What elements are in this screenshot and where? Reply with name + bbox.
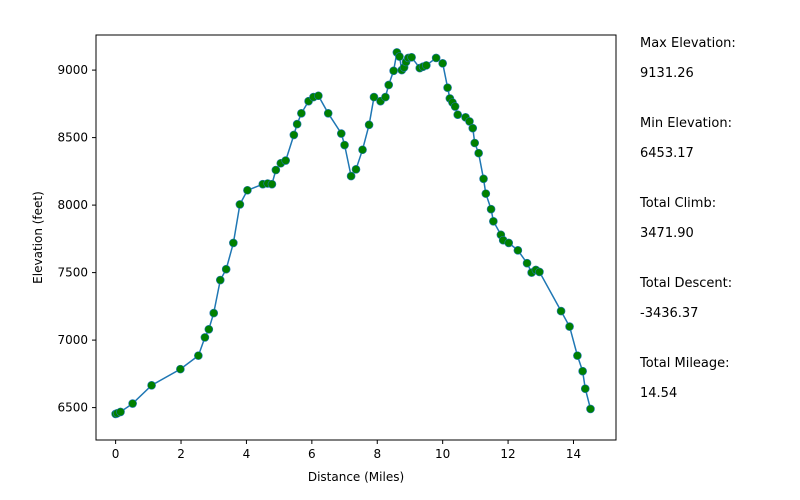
data-point bbox=[267, 179, 277, 189]
y-tick-label: 8500 bbox=[57, 131, 88, 145]
x-tick-label: 14 bbox=[566, 447, 581, 461]
y-tick-label: 6500 bbox=[57, 401, 88, 415]
data-point bbox=[221, 264, 231, 274]
data-point bbox=[176, 364, 185, 374]
stat-label: Total Climb: bbox=[640, 196, 717, 211]
data-point bbox=[281, 156, 290, 165]
data-point bbox=[556, 306, 566, 316]
data-point bbox=[128, 399, 137, 408]
data-point bbox=[453, 110, 463, 119]
data-point bbox=[336, 129, 346, 138]
data-point bbox=[346, 171, 356, 181]
data-point bbox=[340, 140, 349, 150]
x-axis: 0 2 4 6 8 10 12 14 bbox=[112, 440, 581, 461]
stat-value: 9131.26 bbox=[640, 66, 694, 81]
data-point bbox=[384, 80, 394, 90]
data-point bbox=[522, 258, 532, 268]
x-tick-label: 0 bbox=[112, 447, 120, 461]
data-point bbox=[351, 165, 361, 174]
x-tick-label: 4 bbox=[243, 447, 251, 461]
data-point bbox=[200, 333, 210, 342]
data-point bbox=[443, 83, 452, 92]
x-tick-label: 10 bbox=[435, 447, 450, 461]
data-point bbox=[504, 238, 514, 248]
data-point bbox=[381, 92, 390, 102]
data-point bbox=[479, 174, 488, 184]
data-point bbox=[565, 322, 574, 331]
stat-value: 14.54 bbox=[640, 386, 678, 401]
stat-value: 3471.90 bbox=[640, 226, 694, 241]
data-point bbox=[486, 204, 496, 214]
data-point bbox=[431, 53, 441, 63]
data-point bbox=[470, 138, 480, 148]
data-point bbox=[450, 102, 460, 111]
x-tick-label: 8 bbox=[373, 447, 381, 461]
data-point bbox=[289, 130, 299, 140]
stat-value: -3436.37 bbox=[640, 306, 699, 321]
data-point bbox=[323, 109, 333, 118]
data-point bbox=[364, 120, 374, 130]
data-point bbox=[535, 267, 544, 277]
stat-min-elevation: Min Elevation: 6453.17 bbox=[640, 116, 790, 196]
data-point bbox=[209, 308, 219, 318]
y-axis-label: Elevation (feet) bbox=[31, 191, 45, 284]
data-point bbox=[194, 351, 203, 360]
stat-label: Total Descent: bbox=[640, 276, 733, 291]
stat-label: Total Mileage: bbox=[640, 356, 730, 371]
y-tick-label: 7500 bbox=[57, 266, 88, 280]
data-point bbox=[586, 404, 595, 414]
elevation-markers bbox=[111, 48, 595, 419]
data-point bbox=[204, 324, 214, 334]
data-point bbox=[358, 145, 367, 155]
stat-total-climb: Total Climb: 3471.90 bbox=[640, 196, 790, 276]
x-axis-label: Distance (Miles) bbox=[308, 470, 404, 484]
y-tick-label: 7000 bbox=[57, 333, 88, 347]
stat-total-descent: Total Descent: -3436.37 bbox=[640, 276, 790, 356]
data-point bbox=[314, 91, 323, 101]
x-tick-label: 6 bbox=[308, 447, 316, 461]
stat-label: Max Elevation: bbox=[640, 36, 736, 51]
data-point bbox=[468, 123, 478, 133]
stats-panel: Max Elevation: 9131.26 Min Elevation: 64… bbox=[640, 36, 790, 436]
data-point bbox=[395, 52, 404, 61]
y-axis: 6500 7000 7500 8000 8500 9000 bbox=[57, 63, 96, 415]
data-point bbox=[513, 246, 523, 255]
data-point bbox=[292, 119, 302, 129]
data-point bbox=[474, 148, 483, 158]
stat-label: Min Elevation: bbox=[640, 116, 732, 131]
data-point bbox=[489, 217, 498, 226]
plot-area bbox=[95, 34, 617, 441]
data-point bbox=[243, 185, 252, 195]
data-point bbox=[215, 275, 225, 285]
data-point bbox=[116, 407, 125, 417]
data-point bbox=[389, 66, 398, 76]
data-point bbox=[369, 92, 379, 102]
data-point bbox=[481, 189, 491, 198]
stat-value: 6453.17 bbox=[640, 146, 694, 161]
data-point bbox=[422, 61, 431, 70]
y-tick-label: 9000 bbox=[57, 63, 88, 77]
data-point bbox=[147, 381, 156, 390]
stat-max-elevation: Max Elevation: 9131.26 bbox=[640, 36, 790, 116]
x-tick-label: 12 bbox=[500, 447, 515, 461]
x-tick-label: 2 bbox=[177, 447, 185, 461]
data-point bbox=[407, 52, 416, 62]
data-point bbox=[573, 351, 582, 360]
data-point bbox=[438, 59, 447, 68]
data-point bbox=[271, 165, 281, 175]
data-point bbox=[235, 200, 245, 209]
stat-total-mileage: Total Mileage: 14.54 bbox=[640, 356, 790, 436]
data-point bbox=[580, 384, 590, 394]
data-point bbox=[297, 109, 306, 118]
y-tick-label: 8000 bbox=[57, 198, 88, 212]
data-point bbox=[229, 238, 238, 248]
data-point bbox=[578, 366, 587, 376]
